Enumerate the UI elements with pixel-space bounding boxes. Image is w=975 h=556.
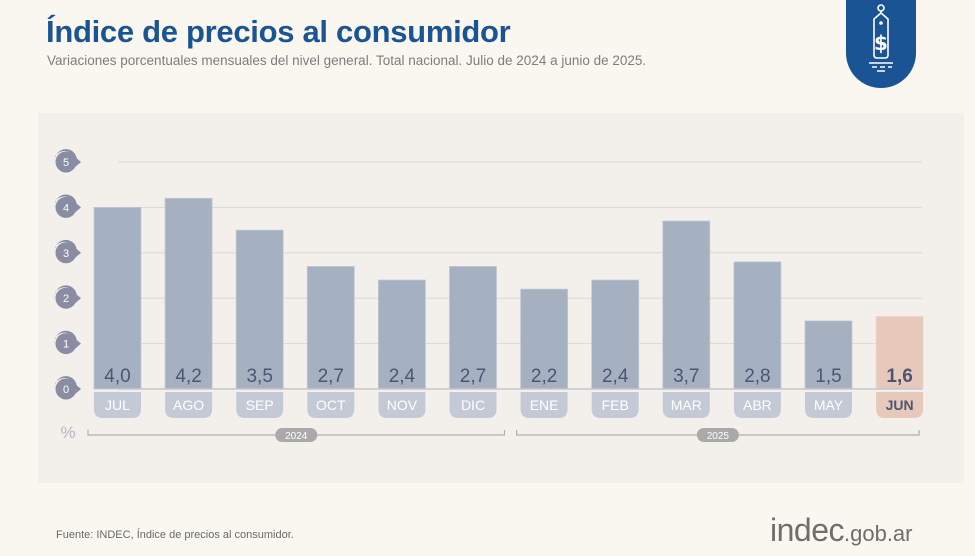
month-pill — [520, 392, 568, 418]
value-label: 3,5 — [246, 366, 272, 387]
month-pill — [94, 392, 141, 418]
y-tick-label: 4 — [63, 202, 69, 214]
year-label: 2025 — [707, 431, 730, 442]
svg-text:$: $ — [874, 31, 888, 55]
page-title: Índice de precios al consumidor — [46, 14, 511, 49]
month-label: FEB — [602, 397, 629, 413]
y-tick-bubble-pointer — [74, 156, 81, 168]
month-label: AGO — [173, 397, 204, 413]
logo-domain: .gob.ar — [844, 521, 913, 546]
value-label: 2,2 — [531, 366, 557, 387]
y-tick-label: 1 — [63, 339, 69, 351]
month-pill — [591, 392, 639, 418]
price-tag-dollar-icon: $ — [846, 0, 916, 88]
month-label: SEP — [246, 397, 274, 413]
bar-feb — [591, 279, 640, 390]
value-label: 2,7 — [460, 366, 486, 387]
y-tick-bubble-pointer — [74, 337, 81, 350]
bar-ago — [164, 197, 213, 390]
value-label: 4,2 — [175, 366, 201, 387]
month-label: MAY — [814, 397, 844, 413]
value-label: 3,7 — [673, 366, 699, 387]
y-tick-bubble-circle — [55, 333, 77, 355]
y-tick-label: 0 — [63, 384, 69, 396]
month-pill — [307, 392, 355, 418]
y-tick-label: 5 — [63, 157, 69, 169]
y-tick-label: 2 — [63, 293, 69, 305]
y-tick-bubble-circle — [55, 151, 77, 173]
month-label: MAR — [671, 397, 702, 413]
y-tick-bubble-pointer — [74, 201, 81, 214]
month-pill — [236, 392, 284, 418]
month-pill — [378, 392, 426, 418]
y-tick-bubble-circle — [55, 242, 77, 264]
month-label: DIC — [461, 397, 485, 413]
bar-jun — [875, 315, 924, 390]
y-tick-bubble-pointer — [74, 383, 81, 395]
value-label: 2,4 — [602, 366, 629, 387]
month-pill — [165, 392, 213, 418]
month-label: OCT — [316, 397, 346, 413]
year-pill — [696, 428, 739, 442]
month-label: NOV — [387, 397, 418, 413]
bar-mar — [662, 220, 711, 390]
value-label: 2,4 — [389, 366, 416, 387]
chart-panel: 0 1 2 3 4 5 4,0 JUL 4,2 AGO 3,5 SEP 2,7 OCT 2,4 NOV 2,7 D… — [38, 113, 964, 483]
month-label: JUN — [886, 397, 914, 413]
value-label: 4,0 — [104, 366, 130, 387]
y-tick-bubble-circle — [55, 378, 77, 400]
logo-main: indec — [770, 512, 845, 548]
year-pill — [275, 428, 318, 442]
month-label: ENE — [530, 397, 559, 413]
source-note: Fuente: INDEC, Índice de precios al cons… — [56, 529, 294, 541]
bar-abr — [733, 261, 782, 390]
y-unit-label: % — [60, 423, 75, 442]
month-label: ABR — [743, 397, 772, 413]
value-label: 1,5 — [815, 366, 841, 387]
month-pill — [662, 392, 710, 418]
month-label: JUL — [105, 397, 130, 413]
value-label: 2,7 — [318, 366, 344, 387]
month-pill — [733, 392, 781, 418]
month-pill — [876, 392, 924, 418]
y-tick-bubble-circle — [55, 196, 77, 218]
indec-logo: indec.gob.ar — [770, 510, 913, 554]
value-label: 1,6 — [886, 366, 912, 387]
page-subtitle: Variaciones porcentuales mensuales del n… — [47, 53, 647, 68]
bar-jul — [93, 207, 142, 390]
y-tick-label: 3 — [63, 248, 69, 260]
month-pill — [805, 392, 852, 418]
year-label: 2024 — [285, 431, 308, 442]
ipc-bar-chart: 0 1 2 3 4 5 4,0 JUL 4,2 AGO 3,5 SEP 2,7 OCT 2,4 NOV 2,7 D… — [54, 149, 924, 442]
y-tick-bubble-circle — [55, 287, 77, 309]
month-pill — [449, 392, 497, 418]
bar-ene — [520, 288, 569, 390]
y-tick-bubble-pointer — [74, 292, 81, 305]
value-label: 2,8 — [744, 366, 770, 387]
y-tick-bubble-pointer — [74, 246, 81, 259]
bar-dic — [449, 266, 497, 390]
